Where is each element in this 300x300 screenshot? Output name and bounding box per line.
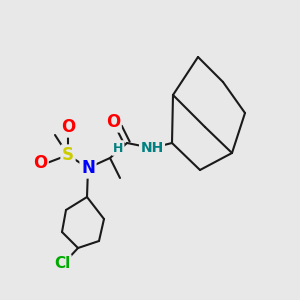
Text: N: N [81, 159, 95, 177]
Text: H: H [113, 142, 123, 154]
Text: O: O [33, 154, 47, 172]
Text: S: S [62, 146, 74, 164]
Text: Cl: Cl [54, 256, 70, 271]
Text: O: O [61, 118, 75, 136]
Text: O: O [106, 113, 120, 131]
Text: NH: NH [140, 141, 164, 155]
